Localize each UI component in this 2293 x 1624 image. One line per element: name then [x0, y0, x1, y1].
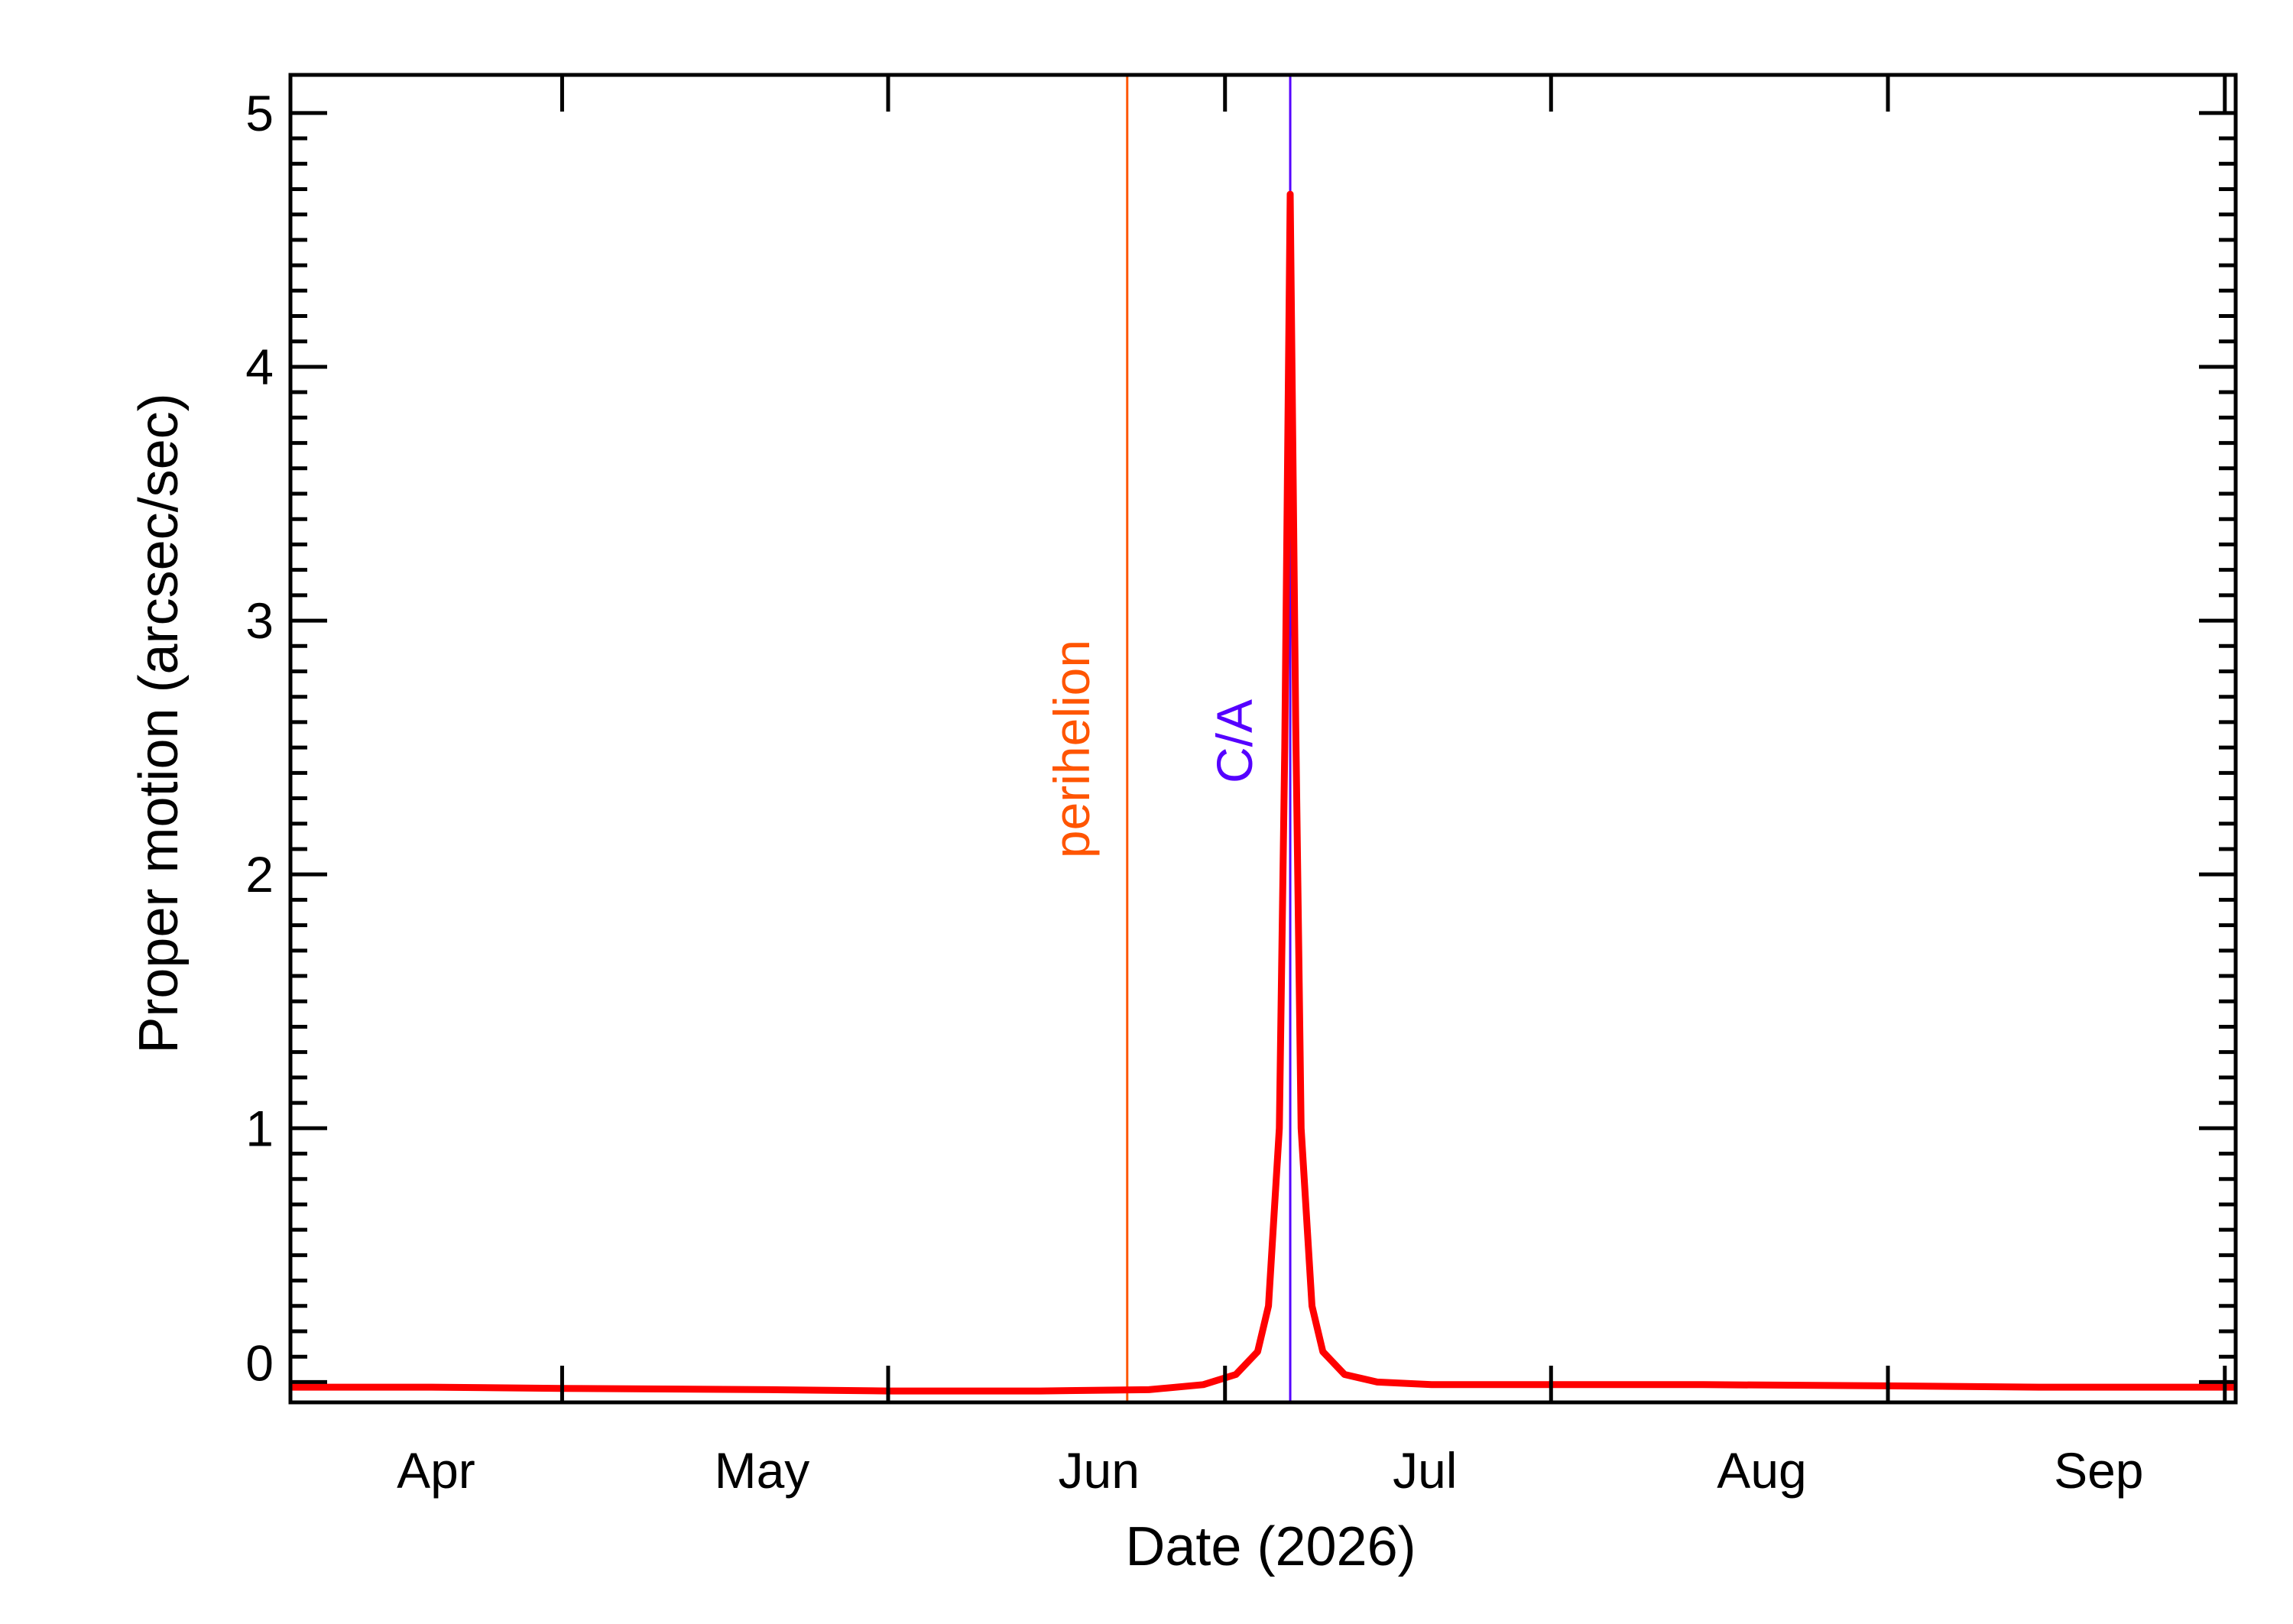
y-tick-label: 0: [245, 1334, 274, 1391]
marker-label-ca: C/A: [1206, 699, 1263, 783]
y-tick-label: 1: [245, 1100, 274, 1156]
series-line-0: [290, 190, 2236, 1395]
axes-layer: [288, 73, 2238, 1405]
x-axis-title: Date (2026): [1125, 1516, 1416, 1577]
plot-frame: [288, 73, 2238, 1405]
x-tick-label: Apr: [397, 1442, 475, 1499]
y-tick-label: 5: [245, 85, 274, 141]
plot-layer: [290, 75, 2236, 1402]
x-tick-label: Sep: [2054, 1442, 2143, 1499]
x-tick-label: May: [715, 1442, 810, 1499]
y-tick-label: 3: [245, 592, 274, 649]
marker-label-perihelion: perihelion: [1043, 640, 1100, 858]
y-tick-label: 4: [245, 339, 274, 395]
y-tick-label: 2: [245, 846, 274, 903]
x-tick-label: Jul: [1393, 1442, 1457, 1499]
y-axis-title: Proper motion (arcsec/sec): [128, 393, 190, 1053]
label-layer: perihelion C/A Apr May Jun Jul Aug Sep 0 1 2 3 4 5 Dat…: [128, 85, 2144, 1577]
x-tick-label: Aug: [1717, 1442, 1806, 1499]
x-tick-label: Jun: [1059, 1442, 1140, 1499]
